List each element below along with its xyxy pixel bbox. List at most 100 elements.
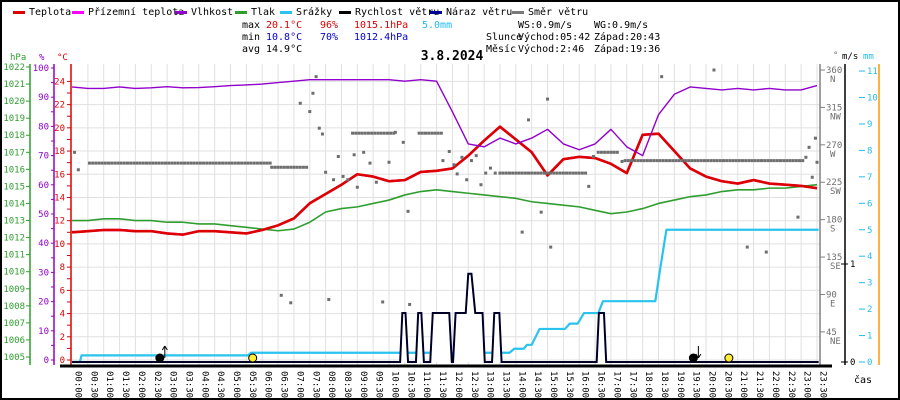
- svg-text:1015: 1015: [3, 182, 25, 192]
- svg-text:1010: 1010: [3, 268, 25, 278]
- sunrise-time: Východ:05:42: [518, 32, 591, 43]
- svg-text:9: 9: [867, 120, 872, 130]
- svg-text:04:30: 04:30: [215, 371, 225, 398]
- svg-text:čas: čas: [854, 374, 872, 386]
- svg-text:2: 2: [60, 333, 65, 343]
- svg-text:23:00: 23:00: [802, 371, 812, 398]
- svg-text:90: 90: [826, 290, 837, 300]
- svg-text:1020: 1020: [3, 97, 25, 107]
- svg-text:21:30: 21:30: [754, 371, 764, 398]
- chart-date-title: 3.8.2024: [420, 49, 484, 64]
- svg-text:180: 180: [826, 216, 842, 226]
- svg-text:18:00: 18:00: [643, 371, 653, 398]
- svg-text:S: S: [830, 225, 835, 235]
- svg-text:06:00: 06:00: [263, 371, 273, 398]
- svg-text:20:00: 20:00: [707, 371, 717, 398]
- svg-text:1005: 1005: [3, 353, 25, 363]
- ground-temperature-line-swatch: [72, 10, 84, 14]
- svg-text:17:30: 17:30: [627, 371, 637, 398]
- svg-text:03:00: 03:00: [168, 371, 178, 398]
- svg-text:18:30: 18:30: [659, 371, 669, 398]
- svg-text:80: 80: [38, 122, 49, 132]
- svg-text:100: 100: [33, 64, 49, 74]
- svg-text:°: °: [833, 51, 838, 61]
- svg-text:01:00: 01:00: [104, 371, 114, 398]
- svg-text:360: 360: [826, 66, 842, 76]
- svg-text:18: 18: [54, 147, 65, 157]
- svg-text:1022: 1022: [3, 63, 25, 73]
- svg-text:90: 90: [38, 93, 49, 103]
- svg-text:mm: mm: [863, 52, 874, 62]
- svg-text:1013: 1013: [3, 217, 25, 227]
- svg-text:1012: 1012: [3, 234, 25, 244]
- svg-text:1008: 1008: [3, 302, 25, 312]
- svg-text:20: 20: [38, 298, 49, 308]
- svg-text:00:30: 00:30: [88, 371, 98, 398]
- svg-text:8: 8: [867, 146, 872, 156]
- svg-text:0: 0: [60, 356, 65, 366]
- svg-text:1007: 1007: [3, 319, 25, 329]
- legend-item-wind-gust: Náraz větru: [430, 7, 512, 19]
- stat-max-temperature: 20.1°C: [266, 20, 303, 31]
- svg-text:11:30: 11:30: [437, 371, 447, 398]
- svg-text:0: 0: [867, 358, 872, 368]
- svg-text:17:00: 17:00: [611, 371, 621, 398]
- sun-label: Slunce: [486, 32, 523, 43]
- moonset-time: Západ:19:36: [594, 44, 661, 55]
- svg-text:02:00: 02:00: [136, 371, 146, 398]
- svg-text:09:00: 09:00: [358, 371, 368, 398]
- svg-text:03:30: 03:30: [183, 371, 193, 398]
- svg-text:22:30: 22:30: [786, 371, 796, 398]
- svg-text:10:00: 10:00: [390, 371, 400, 398]
- svg-text:11:00: 11:00: [421, 371, 431, 398]
- svg-text:14:00: 14:00: [516, 371, 526, 398]
- legend-item-precipitation: Srážky: [280, 7, 332, 19]
- svg-text:13:30: 13:30: [500, 371, 510, 398]
- svg-text:07:30: 07:30: [310, 371, 320, 398]
- stat-max-pressure: 1015.1hPa: [354, 20, 409, 31]
- svg-text:70: 70: [38, 152, 49, 162]
- svg-text:1006: 1006: [3, 336, 25, 346]
- svg-text:16: 16: [54, 170, 65, 180]
- moon-label: Měsíc: [486, 44, 517, 55]
- svg-text:08:00: 08:00: [326, 371, 336, 398]
- svg-text:16:00: 16:00: [580, 371, 590, 398]
- stat-avg-temperature: 14.9°C: [266, 44, 303, 55]
- svg-text:NW: NW: [830, 112, 841, 122]
- svg-text:0: 0: [850, 358, 855, 368]
- svg-text:06:30: 06:30: [279, 371, 289, 398]
- legend-item-humidity: Vlhkost: [175, 7, 233, 19]
- svg-text:1009: 1009: [3, 285, 25, 295]
- svg-text:1018: 1018: [3, 131, 25, 141]
- svg-text:21:00: 21:00: [738, 371, 748, 398]
- svg-text:SW: SW: [830, 187, 841, 197]
- svg-text:1019: 1019: [3, 114, 25, 124]
- legend-label: Teplota: [29, 7, 72, 18]
- legend-item-pressure: Tlak: [235, 7, 275, 19]
- wind-direction-line-swatch: [512, 10, 524, 14]
- svg-text:1: 1: [850, 260, 855, 270]
- stat-daily-rain-total: 5.0mm: [422, 20, 453, 31]
- stat-wind-gust-max: WG:0.9m/s: [594, 20, 649, 31]
- svg-text:1021: 1021: [3, 80, 25, 90]
- svg-text:270: 270: [826, 141, 842, 151]
- pressure-line-swatch: [235, 10, 247, 14]
- svg-text:N: N: [830, 75, 835, 85]
- svg-text:14: 14: [54, 193, 65, 203]
- legend-label: Přízemní teplota: [88, 7, 185, 18]
- svg-text:4: 4: [60, 310, 65, 320]
- svg-text:1017: 1017: [3, 148, 25, 158]
- svg-text:6: 6: [60, 286, 65, 296]
- svg-text:10: 10: [867, 94, 878, 104]
- svg-text:13:00: 13:00: [485, 371, 495, 398]
- svg-text:23:30: 23:30: [817, 371, 827, 398]
- svg-text:04:00: 04:00: [199, 371, 209, 398]
- wind-gust-line-swatch: [430, 10, 442, 14]
- svg-text:225: 225: [826, 178, 842, 188]
- svg-text:22:00: 22:00: [770, 371, 780, 398]
- precipitation-line-swatch: [280, 10, 292, 14]
- legend-item-wind-speed: Rychlost větru: [339, 7, 439, 19]
- svg-text:SE: SE: [830, 262, 841, 272]
- legend-label: Náraz větru: [446, 7, 513, 18]
